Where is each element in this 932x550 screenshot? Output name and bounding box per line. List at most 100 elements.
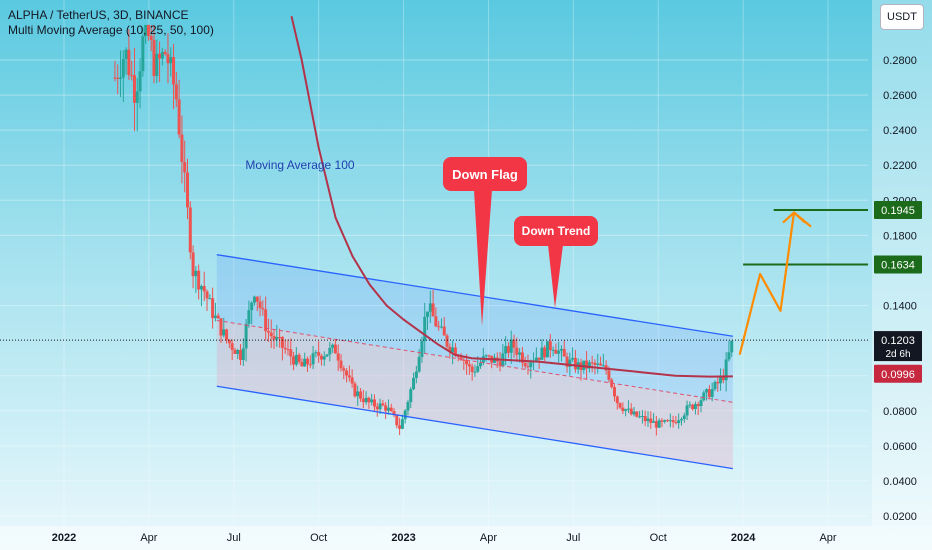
- candle-body: [384, 405, 388, 411]
- candle-body: [269, 332, 273, 337]
- candle-body: [119, 77, 123, 79]
- candle-body: [381, 403, 385, 406]
- candle-body: [202, 286, 206, 292]
- candle-body: [222, 329, 226, 336]
- candle-body: [624, 409, 628, 411]
- candle-body: [225, 329, 229, 340]
- candle-body: [239, 349, 243, 360]
- candle-body: [300, 361, 304, 367]
- candle-body: [213, 315, 217, 319]
- time-tick-label: 2024: [731, 532, 756, 544]
- candle-body: [306, 358, 310, 365]
- time-axis-panel[interactable]: [0, 526, 932, 550]
- target-price-label: 0.1634: [881, 259, 915, 271]
- candle-body: [345, 370, 349, 376]
- candle-body: [523, 362, 527, 367]
- price-tick-label: 0.0600: [883, 441, 917, 453]
- down-flag-callout: [443, 157, 527, 191]
- candle-body: [314, 352, 318, 354]
- candle-body: [453, 347, 457, 356]
- candle-body: [258, 301, 262, 309]
- channel-upper-line: [216, 254, 734, 337]
- candle-body: [317, 352, 321, 356]
- time-tick-label: Apr: [480, 532, 497, 544]
- ma-price-label: 0.0996: [881, 369, 915, 381]
- candle-body: [473, 371, 477, 373]
- candle-body: [361, 398, 365, 403]
- candle-body: [638, 416, 642, 418]
- candle-body: [166, 54, 170, 64]
- candle-body: [205, 291, 209, 299]
- candles: [113, 24, 734, 436]
- candle-body: [325, 354, 329, 357]
- ma-annotation-text: Moving Average 100: [245, 158, 355, 172]
- symbol-title[interactable]: ALPHA / TetherUS, 3D, BINANCE: [8, 8, 189, 22]
- down-flag-label: Down Flag: [452, 167, 518, 182]
- candle-body: [227, 339, 231, 344]
- candle-body: [342, 368, 346, 371]
- candle-body: [548, 341, 552, 351]
- channel-lower-line: [216, 385, 734, 470]
- candle-body: [244, 323, 248, 349]
- candle-body: [562, 348, 566, 357]
- candle-body: [724, 359, 728, 381]
- candle-body: [573, 357, 577, 370]
- candle-body: [420, 341, 424, 357]
- candle-body: [233, 349, 237, 354]
- candle-body: [155, 53, 159, 76]
- candle-body: [127, 49, 131, 76]
- candle-body: [445, 335, 449, 347]
- candle-body: [219, 318, 223, 336]
- indicator-label[interactable]: Multi Moving Average (10, 25, 50, 100): [8, 23, 214, 37]
- candle-body: [593, 362, 597, 365]
- candle-body: [632, 411, 636, 415]
- candle-body: [308, 364, 312, 366]
- candle-body: [520, 352, 524, 363]
- candle-body: [211, 298, 215, 319]
- candle-body: [559, 348, 563, 351]
- down-trend-callout: [514, 216, 598, 246]
- candle-body: [652, 421, 656, 423]
- price-tick-label: 0.2400: [883, 125, 917, 137]
- candle-body: [506, 346, 510, 353]
- candle-body: [615, 396, 619, 404]
- candle-body: [716, 381, 720, 384]
- time-axis: 2022 Apr Jul Oct 2023 Apr Jul Oct 2024 Apr: [52, 532, 837, 544]
- candle-body: [428, 303, 432, 312]
- time-tick-label: Apr: [140, 532, 157, 544]
- candle-body: [660, 420, 664, 422]
- candle-body: [292, 356, 296, 365]
- candle-body: [668, 420, 672, 422]
- currency-unit-button[interactable]: USDT: [880, 4, 924, 30]
- candle-body: [172, 56, 176, 85]
- candle-body: [437, 326, 441, 328]
- candle-body: [286, 349, 290, 351]
- candle-body: [328, 347, 332, 355]
- candle-body: [180, 134, 184, 162]
- channel-mid-line: [216, 319, 734, 403]
- candle-body: [618, 403, 622, 408]
- candle-body: [705, 389, 709, 393]
- candle-body: [557, 350, 561, 354]
- candle-body: [710, 389, 714, 397]
- grid-lines: [0, 0, 868, 526]
- candle-body: [470, 366, 474, 372]
- price-labels: 0.1945 0.1634 0.1203 2d 6h 0.0996: [874, 200, 922, 383]
- candle-body: [540, 347, 544, 360]
- candle-body: [646, 418, 650, 422]
- candle-body: [543, 347, 547, 358]
- candle-body: [191, 252, 195, 277]
- candle-body: [389, 407, 393, 411]
- candle-body: [255, 296, 259, 302]
- candle-body: [721, 376, 725, 381]
- candle-body: [331, 344, 335, 348]
- candle-body: [456, 355, 460, 358]
- candle-body: [135, 91, 139, 103]
- candle-body: [163, 51, 167, 55]
- candle-body: [208, 298, 212, 300]
- candle-body: [406, 402, 410, 411]
- candle-body: [252, 296, 256, 303]
- candle-body: [372, 399, 376, 407]
